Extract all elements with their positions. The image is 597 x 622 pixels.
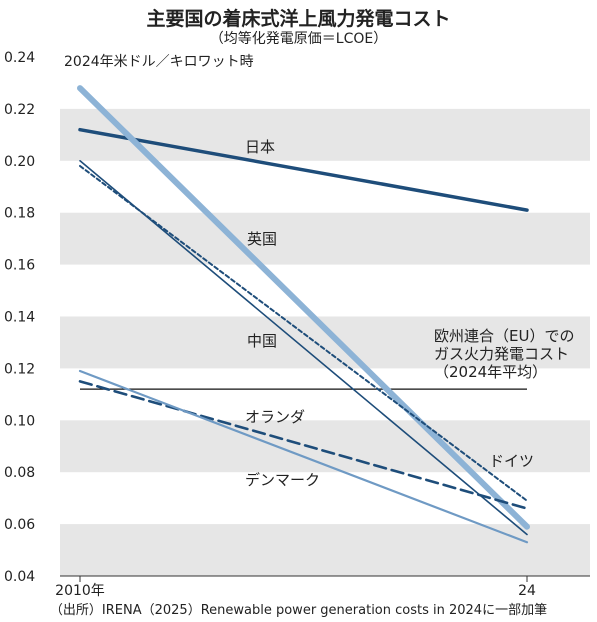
x-tick-label: 2010年 — [55, 583, 105, 599]
reference-label: （2024年平均） — [434, 363, 547, 381]
chart-subtitle: （均等化発電原価＝LCOE） — [209, 31, 388, 47]
series-lines — [77, 85, 530, 544]
y-tick-label: 0.24 — [4, 50, 35, 66]
series-line-中国 — [79, 160, 528, 536]
y-tick-label: 0.10 — [4, 413, 35, 429]
grid-band — [60, 420, 590, 473]
y-tick-label: 0.22 — [4, 102, 35, 118]
y-tick-label: 0.16 — [4, 258, 35, 274]
reference-label: ガス火力発電コスト — [434, 345, 569, 363]
y-unit-label: 2024年米ドル／キロワット時 — [64, 54, 254, 70]
y-tick-label: 0.04 — [4, 569, 35, 585]
series-line-オランダ — [78, 380, 529, 510]
grid-bands — [60, 108, 590, 576]
grid-band — [60, 524, 590, 576]
series-label: オランダ — [245, 408, 305, 426]
series-label: デンマーク — [245, 471, 320, 489]
source-note: （出所）IRENA（2025）Renewable power generatio… — [49, 603, 548, 618]
series-label: 中国 — [247, 332, 277, 350]
y-tick-label: 0.06 — [4, 517, 35, 533]
series-line-デンマーク — [78, 369, 529, 544]
grid-band — [60, 212, 590, 265]
series-line-日本 — [78, 127, 529, 212]
series-label: ドイツ — [489, 452, 534, 470]
x-tick-label: 24 — [518, 583, 536, 599]
series-label: 英国 — [247, 230, 277, 248]
grid-band — [60, 108, 590, 161]
y-tick-label: 0.20 — [4, 154, 35, 170]
axes: 0.04 0.06 0.08 0.10 0.12 0.14 0.16 0.18 0.20 0.22… — [4, 50, 590, 599]
series-line-ドイツ — [79, 164, 528, 502]
y-tick-label: 0.14 — [4, 310, 35, 326]
series-label: 日本 — [245, 138, 275, 156]
series-line-英国 — [77, 85, 530, 530]
reference-label: 欧州連合（EU）での — [434, 327, 574, 345]
y-tick-label: 0.12 — [4, 361, 35, 377]
y-tick-label: 0.18 — [4, 206, 35, 222]
chart-title: 主要国の着床式洋上風力発電コスト — [146, 8, 451, 30]
y-tick-label: 0.08 — [4, 465, 35, 481]
